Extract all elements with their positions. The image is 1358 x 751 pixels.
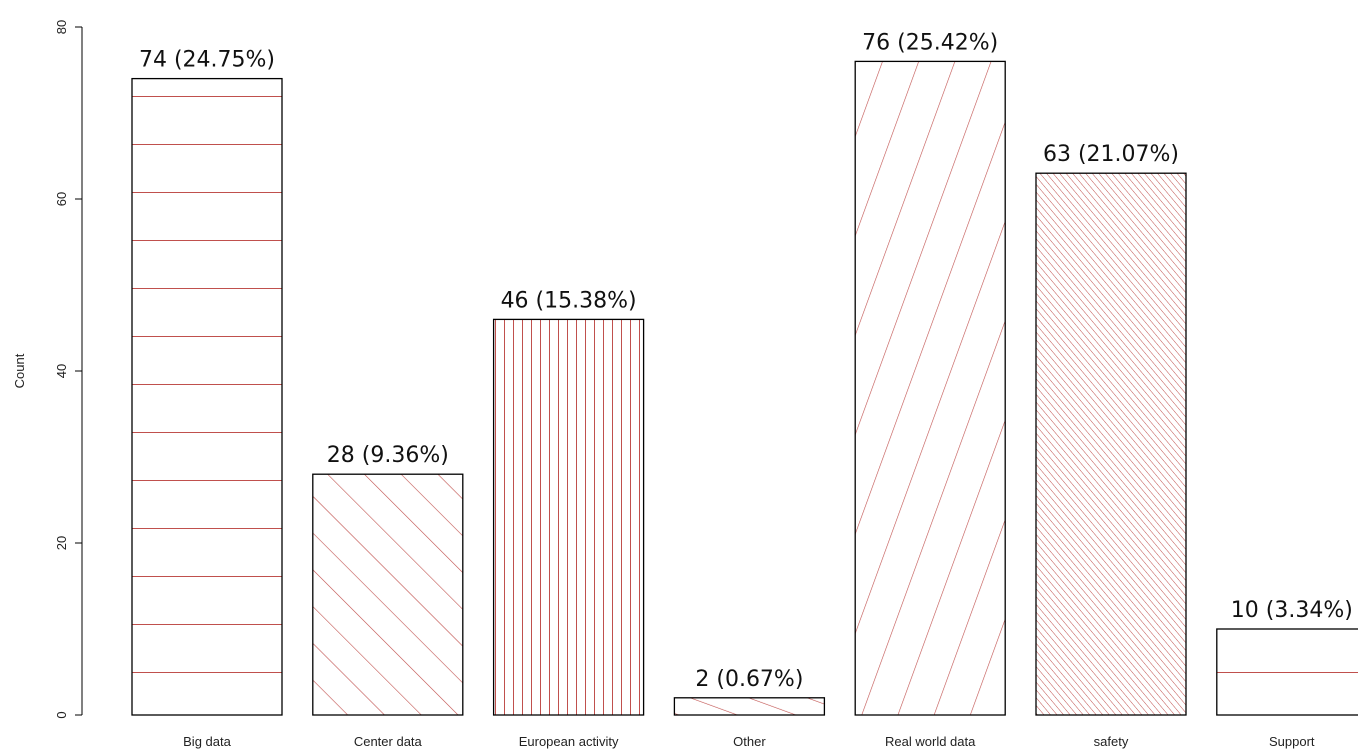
category-label-other: Other — [733, 734, 766, 749]
category-label-big-data: Big data — [183, 734, 231, 749]
value-label-real-world-data: 76 (25.42%) — [862, 30, 998, 55]
category-label-european-activity: European activity — [519, 734, 619, 749]
value-label-big-data: 74 (24.75%) — [139, 48, 275, 73]
bars-group — [131, 60, 1358, 716]
bar-other — [673, 697, 826, 716]
value-label-center-data: 28 (9.36%) — [327, 443, 449, 468]
y-tick-label-80: 80 — [54, 20, 69, 34]
category-labels-group: Big data Center data European activity Othe… — [183, 734, 1315, 749]
bar-european-activity — [492, 318, 645, 716]
category-label-support: Support — [1269, 734, 1315, 749]
y-tick-label-20: 20 — [54, 536, 69, 550]
bar-safety — [1035, 172, 1187, 716]
value-label-european-activity: 46 (15.38%) — [501, 288, 637, 313]
y-axis: 0 20 40 60 80 — [54, 20, 83, 719]
category-label-safety: safety — [1094, 734, 1129, 749]
value-labels-group: 74 (24.75%) 28 (9.36%) 46 (15.38%) 2 (0.67%… — [139, 30, 1353, 691]
y-axis-title: Count — [12, 353, 27, 388]
value-label-other: 2 (0.67%) — [695, 667, 803, 692]
category-label-real-world-data: Real world data — [885, 734, 976, 749]
value-label-support: 10 (3.34%) — [1231, 598, 1353, 623]
bar-support — [1216, 628, 1358, 716]
bar-center-data — [312, 473, 464, 716]
bar-real-world-data — [854, 60, 1006, 716]
value-label-safety: 63 (21.07%) — [1043, 142, 1179, 167]
y-tick-label-0: 0 — [54, 711, 69, 718]
bar-big-data — [131, 77, 283, 716]
category-label-center-data: Center data — [354, 734, 423, 749]
y-tick-label-60: 60 — [54, 192, 69, 206]
y-tick-label-40: 40 — [54, 364, 69, 378]
